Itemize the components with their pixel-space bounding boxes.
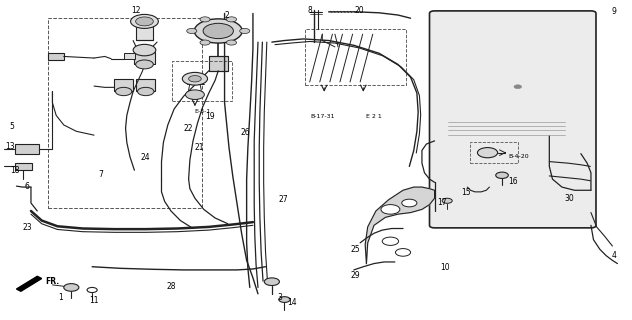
Circle shape [138,87,154,96]
Text: 30: 30 [564,194,574,204]
Circle shape [131,14,159,28]
Circle shape [188,76,201,82]
Bar [48,18,202,208]
Text: 9: 9 [611,7,616,16]
Circle shape [514,85,521,89]
Circle shape [200,40,210,45]
Text: 13: 13 [5,142,15,151]
Bar [137,22,153,40]
Circle shape [226,17,236,22]
Text: E-3-1: E-3-1 [195,109,210,114]
Text: 21: 21 [195,143,204,152]
Bar [209,56,228,71]
Text: 24: 24 [141,153,150,162]
Polygon shape [16,276,42,291]
Circle shape [381,204,400,214]
Bar [470,142,518,163]
Text: 1: 1 [58,293,63,302]
Bar [48,53,64,60]
Bar [124,53,135,59]
Circle shape [279,297,290,302]
Text: 14: 14 [287,298,297,307]
Circle shape [64,284,79,291]
Text: B-17-31: B-17-31 [310,114,334,118]
Bar [173,61,232,101]
Circle shape [203,23,233,39]
Text: 5: 5 [9,122,15,131]
Circle shape [240,28,250,34]
Circle shape [182,72,207,85]
Circle shape [186,28,197,34]
Circle shape [495,172,508,179]
Circle shape [133,44,156,56]
Circle shape [402,199,417,207]
Text: 27: 27 [278,195,288,204]
Circle shape [194,19,242,43]
Text: 20: 20 [354,6,363,15]
Text: 7: 7 [98,170,103,179]
Text: 4: 4 [611,251,616,260]
Text: 2: 2 [224,11,229,20]
Text: 15: 15 [461,188,471,197]
Circle shape [226,40,236,45]
Circle shape [382,237,399,245]
Circle shape [396,249,411,256]
Bar [137,79,155,92]
Text: 10: 10 [441,263,450,272]
Text: 18: 18 [10,166,20,175]
Circle shape [87,287,97,292]
Text: FR.: FR. [45,277,59,286]
Text: 17: 17 [437,197,447,206]
Text: 11: 11 [89,296,99,305]
Circle shape [136,17,154,26]
Bar [15,144,39,154]
Text: 23: 23 [22,223,32,232]
Circle shape [185,90,204,100]
Text: E 2 1: E 2 1 [366,114,382,118]
Text: 28: 28 [166,282,176,291]
Bar [135,52,155,64]
Text: 29: 29 [350,271,360,280]
Circle shape [116,87,132,96]
Text: 8: 8 [307,6,312,15]
Bar [114,79,133,92]
Polygon shape [365,187,435,264]
Text: 12: 12 [131,6,141,15]
Circle shape [477,148,497,158]
Circle shape [264,278,279,285]
Bar [15,163,32,170]
Circle shape [200,17,210,22]
Bar [305,29,406,85]
Text: 3: 3 [277,293,283,302]
FancyBboxPatch shape [430,11,596,228]
Text: 25: 25 [350,245,360,254]
Text: 6: 6 [25,182,30,191]
Text: 19: 19 [205,112,215,121]
Text: 26: 26 [241,128,250,137]
Text: B-4-20: B-4-20 [509,154,530,159]
Text: 22: 22 [184,124,193,133]
Circle shape [442,198,453,203]
Text: 16: 16 [508,177,518,186]
Circle shape [136,60,154,69]
